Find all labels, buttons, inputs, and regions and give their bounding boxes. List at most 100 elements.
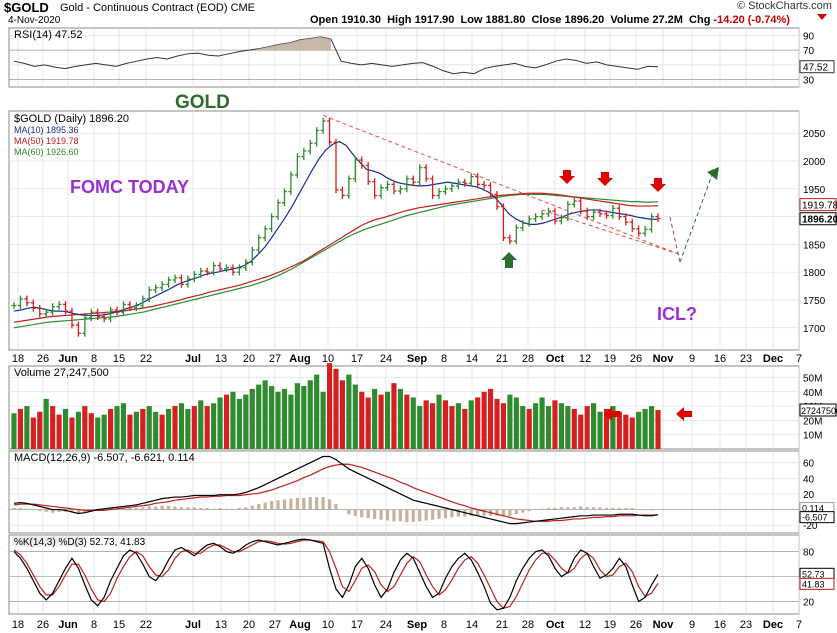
- macd-histogram-bar: [546, 508, 551, 510]
- x-tick-label: 18: [12, 353, 24, 365]
- macd-histogram-bar: [572, 507, 576, 510]
- volume-bar: [236, 398, 242, 449]
- change-label: Chg: [689, 14, 711, 26]
- volume-bar: [30, 417, 36, 449]
- volume-bar: [159, 414, 165, 449]
- volume-bar: [603, 408, 610, 449]
- volume-bar: [108, 408, 114, 449]
- volume-bar: [552, 400, 558, 449]
- macd-histogram-bar: [244, 507, 248, 510]
- volume-bar: [417, 406, 423, 449]
- x-tick-label: Dec: [763, 353, 783, 365]
- volume-current-label: 27247500: [801, 406, 837, 416]
- rsi-tick-label: 90: [803, 31, 815, 42]
- sto-d-label: 41.83: [802, 579, 825, 589]
- price-tick-label: 1800: [803, 268, 826, 279]
- x-tick-label: 26: [37, 353, 49, 365]
- macd-histogram-bar: [147, 506, 151, 510]
- ma50-price-label: 1919.78: [802, 201, 837, 212]
- macd-tick-label: 60: [803, 459, 815, 470]
- volume-title: Volume 27,247,500: [14, 367, 109, 379]
- price-tick-label: 2050: [803, 129, 826, 140]
- x-tick-label-bottom: Oct: [546, 619, 565, 631]
- macd-histogram-bar: [373, 509, 377, 519]
- open-label: Open: [310, 14, 339, 26]
- x-tick-label-bottom: Aug: [289, 619, 310, 631]
- volume-bar: [140, 408, 146, 449]
- volume-bar: [616, 411, 622, 449]
- volume-bar: [339, 380, 346, 449]
- volume-bar: [314, 374, 320, 449]
- price-tick-label: 1850: [803, 240, 826, 251]
- x-tick-label: 19: [604, 353, 616, 365]
- volume-bar: [101, 414, 107, 449]
- macd-histogram-bar: [257, 504, 261, 510]
- x-tick-label: 13: [215, 353, 227, 365]
- macd-histogram-bar: [540, 508, 544, 510]
- channel-line: [541, 209, 679, 255]
- macd-histogram-bar: [611, 508, 615, 510]
- x-tick-label-bottom: 8: [91, 619, 97, 631]
- x-tick-label-bottom: 26: [630, 619, 642, 631]
- volume-bar: [539, 397, 545, 449]
- macd-histogram-bar: [76, 509, 80, 514]
- volume-bar: [172, 406, 178, 449]
- legend-ma10: MA(10) 1895.36: [14, 125, 79, 135]
- x-tick-label-bottom: 13: [215, 619, 227, 631]
- macd-histogram-bar: [121, 508, 126, 510]
- macd-histogram-bar: [418, 509, 422, 522]
- macd-histogram-bar: [237, 508, 241, 510]
- macd-histogram-bar: [186, 507, 190, 510]
- x-tick-label-bottom: 20: [243, 619, 255, 631]
- macd-histogram-bar: [604, 508, 609, 510]
- rsi-line: [13, 36, 659, 75]
- x-tick-label: 7: [796, 353, 802, 365]
- dropdown-arrow-icon: [817, 14, 827, 20]
- volume-bar: [165, 408, 172, 449]
- x-tick-label: 28: [522, 353, 534, 365]
- x-tick-label: 8: [91, 353, 97, 365]
- macd-histogram-bar: [424, 509, 428, 521]
- volume-bar: [436, 394, 442, 449]
- panel-frame-price: [8, 110, 800, 351]
- volume-bar: [11, 413, 17, 449]
- x-tick-label-bottom: 8: [441, 619, 447, 631]
- sto-title: %K(14,3) %D(3) 52.73, 41.83: [14, 537, 146, 548]
- x-tick-label: 22: [140, 353, 152, 365]
- volume-bar: [301, 386, 307, 449]
- x-tick-label: 24: [380, 353, 392, 365]
- macd-histogram-bar: [154, 506, 158, 510]
- macd-histogram-bar: [379, 509, 383, 520]
- sto-tick-label: 80: [803, 548, 815, 559]
- volume-bar: [178, 403, 185, 449]
- macd-histogram-bar: [282, 499, 287, 510]
- x-tick-label: 14: [466, 353, 478, 365]
- macd-histogram-bar: [579, 506, 583, 510]
- x-tick-label-bottom: 24: [380, 619, 392, 631]
- instrument-name: Gold - Continuous Contract (EOD) CME: [60, 2, 256, 14]
- red-down-arrow: [597, 172, 613, 186]
- price-legend-title: $GOLD (Daily) 1896.20: [14, 113, 129, 125]
- last-price-tag: [799, 212, 837, 226]
- macd-histogram-bar: [411, 509, 415, 523]
- macd-histogram-bar: [559, 507, 563, 510]
- x-tick-label: 15: [113, 353, 125, 365]
- macd-tick-label: 20: [803, 490, 815, 501]
- volume-bar: [69, 417, 75, 449]
- macd-histogram-bar: [617, 508, 621, 510]
- volume-bar: [642, 408, 648, 449]
- x-tick-label: Nov: [653, 353, 675, 365]
- source-credit: © StockCharts.com: [737, 0, 832, 12]
- volume-bar: [288, 394, 294, 449]
- macd-histogram-bar: [392, 509, 396, 522]
- macd-histogram-bar: [643, 509, 647, 511]
- volume-bar: [578, 414, 584, 449]
- volume-bar: [475, 397, 481, 449]
- macd-histogram-bar: [334, 504, 338, 510]
- volume-bar: [558, 403, 564, 449]
- x-tick-label-bottom: 15: [113, 619, 125, 631]
- volume-current-tag: [799, 403, 837, 417]
- macd-histogram-bar: [437, 509, 441, 519]
- volume-bar: [610, 406, 616, 449]
- volume-bar: [468, 400, 474, 449]
